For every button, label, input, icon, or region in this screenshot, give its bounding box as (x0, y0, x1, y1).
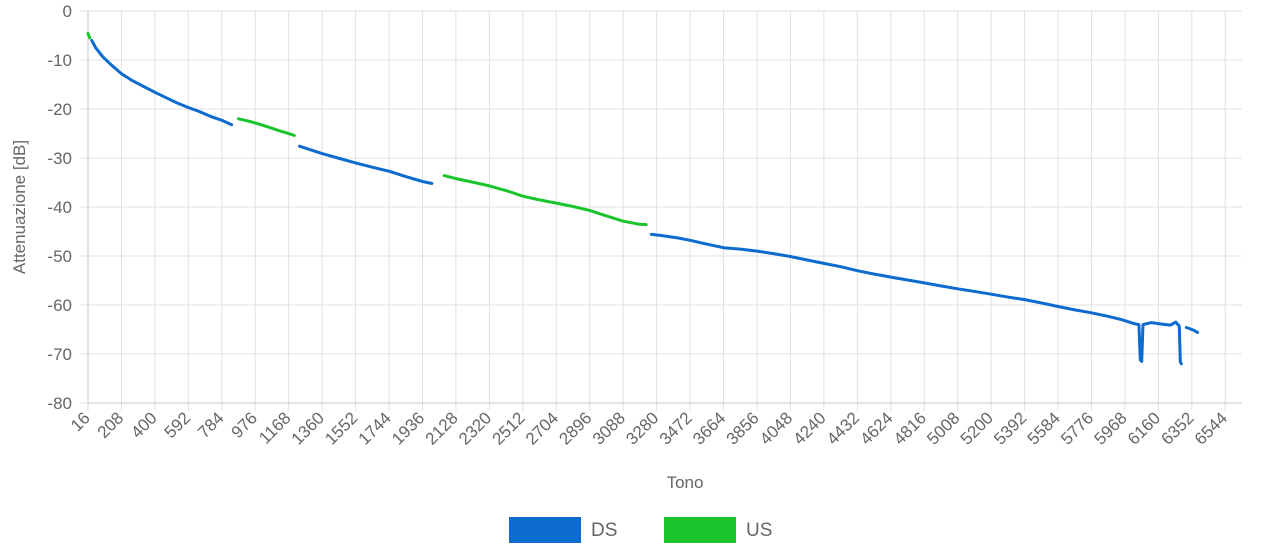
y-tick-label: -70 (47, 345, 72, 364)
x-tick-label: 2512 (488, 408, 528, 448)
x-tick-label: 6160 (1124, 408, 1164, 448)
x-tick-label: 2128 (422, 408, 462, 448)
x-tick-label: 208 (94, 408, 127, 441)
x-tick-label: 1168 (255, 408, 294, 447)
x-tick-label: 592 (161, 408, 194, 441)
series-line-us (86, 32, 92, 40)
x-tick-label: 3088 (589, 408, 629, 448)
x-tick-label: 2320 (455, 408, 495, 448)
x-tick-label: 4816 (890, 408, 930, 448)
x-tick-label: 4624 (856, 408, 896, 448)
x-tick-label: 1552 (321, 408, 361, 448)
x-tick-label: 2896 (555, 408, 595, 448)
legend-label-ds[interactable]: DS (591, 520, 617, 541)
legend: DS US (509, 517, 772, 543)
series-line-us (237, 117, 296, 137)
y-tick-label: -40 (47, 198, 72, 217)
y-tick-label: -10 (47, 51, 72, 70)
legend-swatch-us[interactable] (664, 517, 736, 543)
series-lines (86, 32, 1200, 366)
x-tick-label: 3472 (656, 408, 696, 448)
x-axis-title: Tono (667, 473, 704, 492)
x-tick-label: 1360 (288, 408, 328, 448)
x-tick-label: 3280 (622, 408, 662, 448)
x-tick-label: 3664 (689, 408, 729, 448)
series-line-ds (649, 232, 1183, 366)
x-tick-label: 2704 (522, 408, 562, 448)
x-tick-label: 6352 (1157, 408, 1197, 448)
x-tick-label: 976 (228, 408, 261, 441)
axes (87, 11, 1242, 404)
x-tick-label: 6544 (1191, 408, 1231, 448)
x-tick-label: 3856 (723, 408, 763, 448)
x-tick-label: 5200 (957, 408, 997, 448)
x-tick-label: 5776 (1057, 408, 1097, 448)
y-tick-label: -80 (47, 394, 72, 413)
grid-lines (80, 10, 1242, 411)
x-tick-label: 1936 (388, 408, 428, 448)
y-tick-label: -30 (47, 149, 72, 168)
series-line-ds (298, 144, 434, 185)
y-axis-title: Attenuazione [dB] (10, 140, 29, 274)
x-tick-label: 5968 (1091, 408, 1131, 448)
series-line-us (442, 174, 648, 227)
y-tick-label: 0 (63, 2, 72, 21)
x-tick-label: 4240 (790, 408, 830, 448)
x-tick-label: 5008 (923, 408, 963, 448)
x-tick-label: 4048 (756, 408, 796, 448)
x-tick-label: 784 (194, 408, 227, 441)
x-tick-label: 4432 (823, 408, 863, 448)
series-line-ds (1184, 326, 1200, 334)
x-tick-label: 1744 (355, 408, 395, 448)
y-tick-label: -60 (47, 296, 72, 315)
y-tick-label: -50 (47, 247, 72, 266)
x-tick-label: 400 (127, 408, 160, 441)
x-tick-label: 5392 (990, 408, 1030, 448)
x-tick-label: 5584 (1024, 408, 1064, 448)
legend-swatch-ds[interactable] (509, 517, 581, 543)
y-tick-label: -20 (47, 100, 72, 119)
series-line-ds (90, 38, 234, 127)
legend-label-us[interactable]: US (746, 520, 772, 541)
